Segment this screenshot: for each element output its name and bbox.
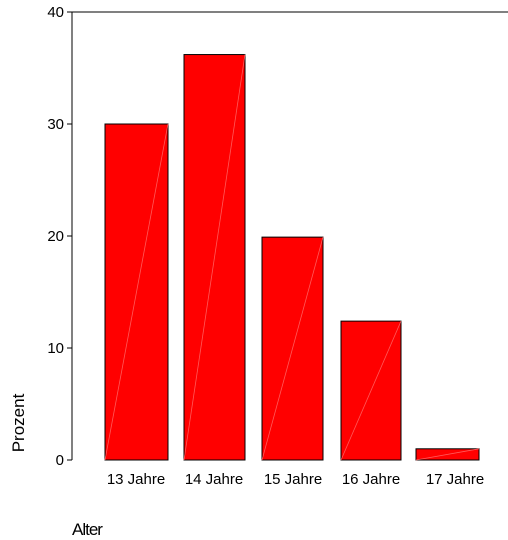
x-axis-title: Alter: [72, 520, 103, 539]
x-tick-label: 15 Jahre: [264, 471, 322, 488]
y-tick-label: 40: [47, 4, 64, 21]
bar-highlight: [104, 123, 169, 461]
bar-highlight: [183, 54, 246, 461]
y-tick-label: 20: [47, 228, 64, 245]
x-tick-label: 17 Jahre: [426, 471, 484, 488]
x-tick-label: 16 Jahre: [342, 471, 400, 488]
bar-highlight: [261, 237, 324, 461]
y-tick-label: 0: [56, 452, 64, 469]
x-tick-group: 13 Jahre 14 Jahre 15 Jahre 16 Jahre 17 Jahre: [107, 471, 484, 488]
x-tick-label: 14 Jahre: [185, 471, 243, 488]
y-tick-group: 0 10 20 30 40: [47, 4, 72, 469]
x-tick-label: 13 Jahre: [107, 471, 165, 488]
bar-group: [104, 54, 480, 461]
bar-highlight: [340, 320, 402, 461]
y-tick-label: 10: [47, 340, 64, 357]
bar-highlight: [415, 448, 480, 461]
y-axis-title: Prozent: [9, 393, 28, 452]
y-tick-label: 30: [47, 116, 64, 133]
